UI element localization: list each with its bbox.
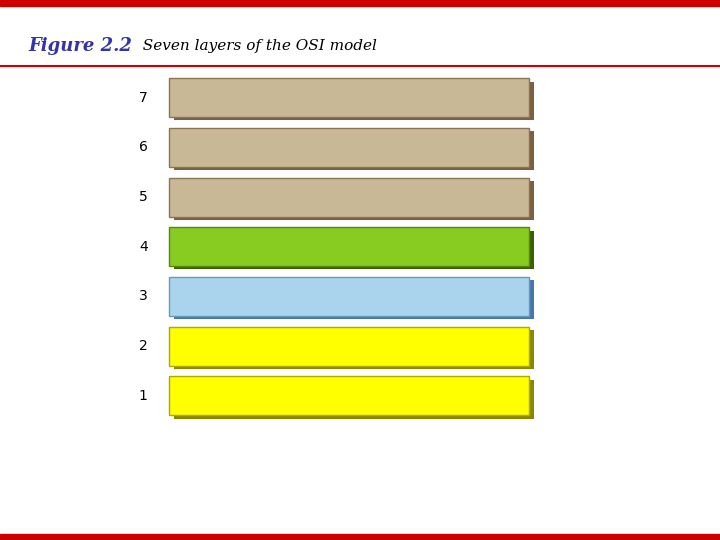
Bar [0, 0, 720, 6]
Text: 3: 3 [139, 289, 148, 303]
Bar [169, 78, 529, 117]
Text: Physical: Physical [321, 389, 377, 403]
Text: Figure 2.2: Figure 2.2 [29, 37, 132, 55]
Bar [169, 277, 529, 316]
Text: 6: 6 [139, 140, 148, 154]
Text: 1: 1 [139, 389, 148, 403]
Text: Session: Session [323, 190, 376, 204]
Bar [174, 181, 534, 220]
Bar [174, 380, 534, 419]
Bar [169, 327, 529, 366]
Bar [174, 231, 534, 269]
Text: Data link: Data link [318, 339, 380, 353]
Text: 4: 4 [139, 240, 148, 254]
Text: 7: 7 [139, 91, 148, 105]
Bar [169, 128, 529, 167]
Bar [0, 534, 720, 540]
Bar [174, 280, 534, 319]
Bar [169, 227, 529, 266]
Text: Application: Application [310, 91, 388, 105]
Text: Seven layers of the OSI model: Seven layers of the OSI model [133, 39, 377, 53]
Text: Transport: Transport [317, 240, 382, 254]
Bar [169, 376, 529, 415]
Text: 2: 2 [139, 339, 148, 353]
Bar [169, 178, 529, 217]
Text: 5: 5 [139, 190, 148, 204]
Text: Network: Network [320, 289, 378, 303]
Bar [174, 131, 534, 170]
Bar [174, 82, 534, 120]
Bar [174, 330, 534, 369]
Text: Presentation: Presentation [305, 140, 393, 154]
